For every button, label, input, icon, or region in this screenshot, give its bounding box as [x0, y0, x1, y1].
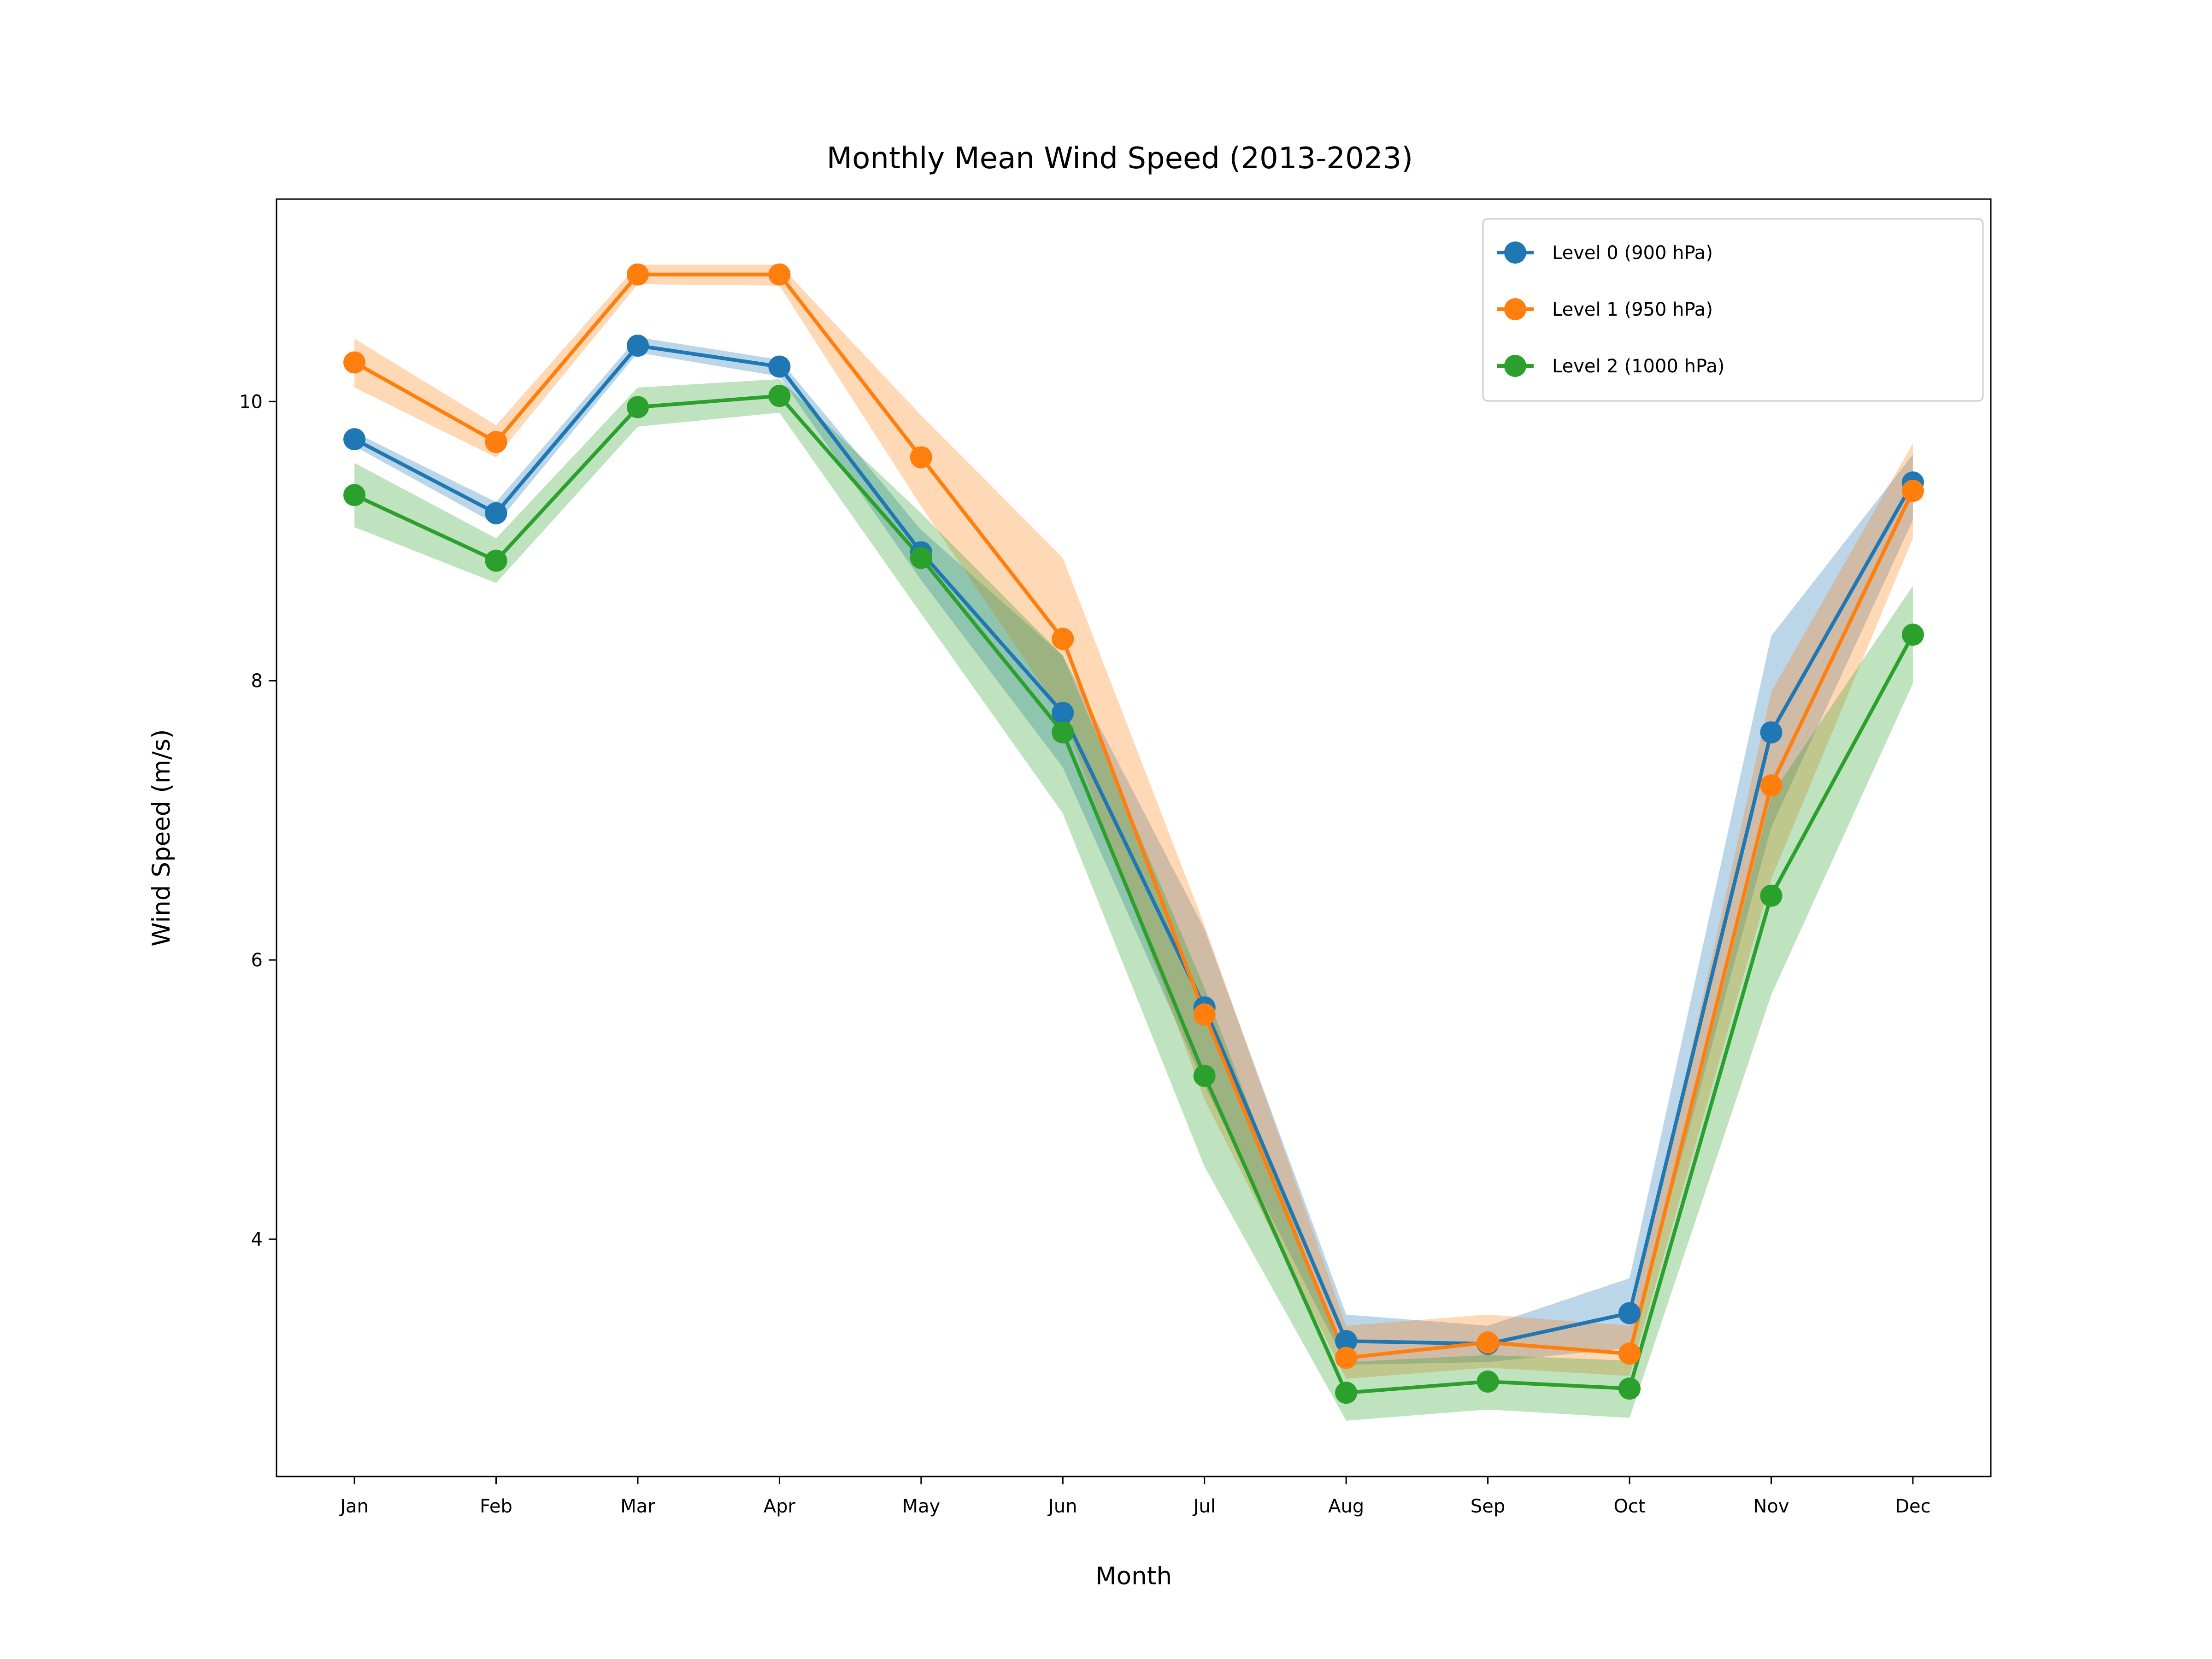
series-2-point-jul — [1193, 1065, 1216, 1087]
y-tick-label-6: 6 — [251, 950, 263, 971]
series-2-line — [352, 394, 1916, 1395]
x-tick-label-sep: Sep — [1471, 1496, 1505, 1517]
x-tick-label-nov: Nov — [1753, 1496, 1789, 1517]
x-tick-label-jun: Jun — [1047, 1496, 1077, 1517]
y-tick-label-4: 4 — [251, 1229, 263, 1250]
plot-frame — [276, 198, 1992, 1477]
x-tick-label-aug: Aug — [1328, 1496, 1364, 1517]
series-1-line — [352, 272, 1916, 1360]
series-2-point-jun — [1052, 721, 1074, 744]
series-1-point-apr — [768, 263, 791, 286]
legend-marker-2 — [1504, 355, 1526, 377]
series-0-point-nov — [1760, 721, 1783, 744]
data-points — [343, 263, 1924, 1404]
series-0-point-jun — [1052, 701, 1074, 724]
y-axis: 4 6 8 10 — [239, 391, 276, 1250]
x-tick-label-may: May — [902, 1496, 940, 1517]
series-2-point-feb — [485, 549, 507, 572]
series-1-point-may — [910, 446, 932, 469]
x-axis: Jan Feb Mar Apr May Jun Jul Aug Sep Oct Nov Dec — [339, 1477, 1931, 1517]
series-1-point-dec — [1901, 480, 1924, 502]
legend-box — [1482, 218, 1984, 402]
series-0-point-oct — [1618, 1302, 1641, 1324]
series-1-point-mar — [626, 263, 649, 286]
legend-marker-0 — [1504, 241, 1526, 264]
y-axis-label: Wind Speed (m/s) — [147, 729, 176, 947]
series-0-point-jan — [343, 428, 366, 451]
x-tick-label-apr: Apr — [764, 1496, 796, 1517]
series-2-point-sep — [1477, 1370, 1499, 1393]
series-2-point-may — [910, 547, 932, 569]
legend: Level 0 (900 hPa) Level 1 (950 hPa) Level … — [1482, 218, 1984, 402]
legend-marker-1 — [1504, 298, 1526, 320]
series-lines — [352, 272, 1916, 1395]
series-0-point-apr — [768, 355, 791, 378]
y-tick-label-10: 10 — [239, 391, 263, 412]
series-1-point-jun — [1052, 628, 1074, 650]
series-1-point-jul — [1193, 1003, 1216, 1026]
series-0-band — [354, 337, 1913, 1365]
series-1-point-nov — [1760, 774, 1783, 797]
series-1-point-sep — [1477, 1331, 1499, 1354]
series-0-point-mar — [626, 335, 649, 357]
series-2-point-apr — [768, 385, 791, 407]
series-2-point-dec — [1901, 624, 1924, 646]
x-tick-label-jul: Jul — [1192, 1496, 1216, 1517]
x-tick-label-mar: Mar — [620, 1496, 655, 1517]
x-tick-label-dec: Dec — [1895, 1496, 1930, 1517]
chart-title: Monthly Mean Wind Speed (2013-2023) — [827, 141, 1413, 176]
series-2-point-jan — [343, 484, 366, 506]
legend-label-0: Level 0 (900 hPa) — [1552, 242, 1713, 264]
series-0-line — [352, 344, 1916, 1346]
series-1-point-aug — [1335, 1347, 1358, 1369]
x-tick-label-oct: Oct — [1613, 1496, 1645, 1517]
series-2-point-mar — [626, 396, 649, 418]
x-axis-label: Month — [1095, 1562, 1172, 1590]
legend-label-2: Level 2 (1000 hPa) — [1552, 356, 1724, 377]
series-0-point-feb — [485, 502, 507, 524]
series-2-point-oct — [1618, 1377, 1641, 1400]
series-1-point-jan — [343, 351, 366, 374]
x-tick-label-feb: Feb — [480, 1496, 512, 1517]
y-tick-label-8: 8 — [251, 671, 263, 692]
legend-label-1: Level 1 (950 hPa) — [1552, 299, 1713, 320]
series-1-point-oct — [1618, 1342, 1641, 1365]
x-tick-label-jan: Jan — [339, 1496, 369, 1517]
series-2-point-nov — [1760, 884, 1783, 907]
series-2-point-aug — [1335, 1382, 1358, 1404]
series-0-point-aug — [1335, 1330, 1358, 1353]
series-1-point-feb — [485, 431, 507, 453]
